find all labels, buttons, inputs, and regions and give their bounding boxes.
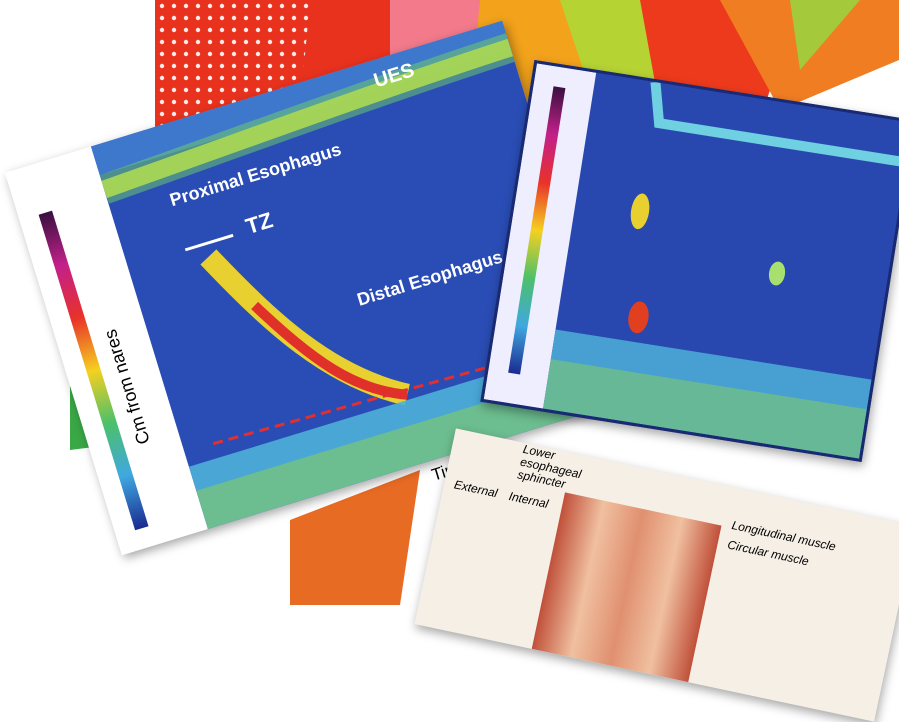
label: External [452,477,499,501]
page: UES Proximal Esophagus TZ Distal Esophag… [38,0,899,722]
heatmap-bands [543,81,899,459]
stripe [790,0,860,70]
label: Internal [507,488,550,512]
tissue [531,492,722,683]
orange-shape [290,470,420,605]
heatmap-card [480,59,899,463]
